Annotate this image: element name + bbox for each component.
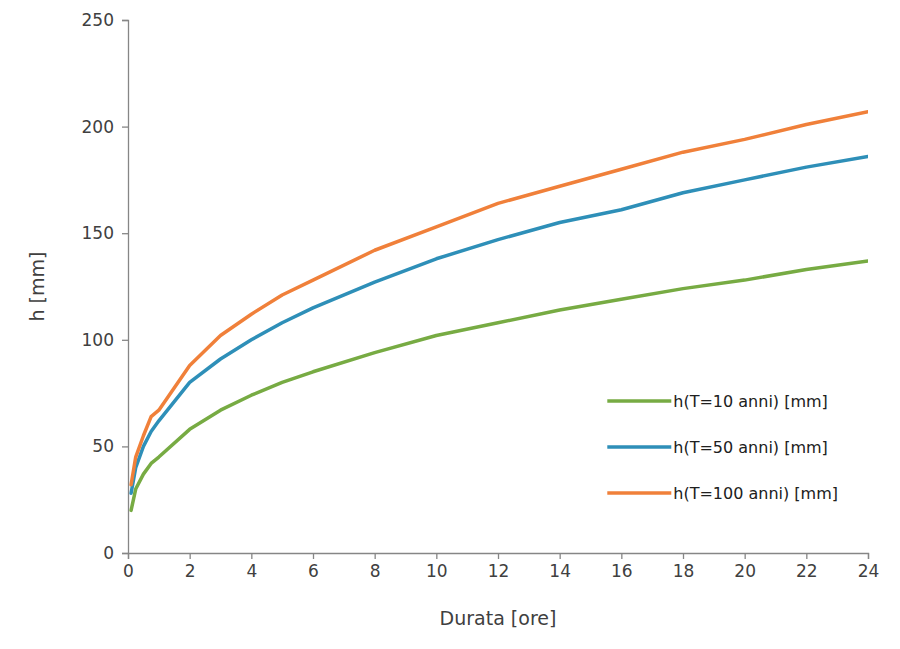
y-axis-line: [122, 21, 129, 554]
x-tick-label: 22: [796, 561, 818, 581]
y-tick-label: 100: [82, 330, 114, 350]
y-tick-mark: [122, 446, 128, 447]
y-tick-mark: [122, 20, 128, 21]
x-tick-label: 2: [185, 561, 196, 581]
legend-item: h(T=100 anni) [mm]: [607, 484, 838, 503]
x-tick: 10: [426, 553, 448, 581]
y-tick-mark: [122, 126, 128, 127]
x-axis: 024681012141618202224: [123, 553, 879, 581]
y-tick-label: 200: [82, 117, 114, 137]
x-tick-label: 0: [123, 561, 134, 581]
legend-item: h(T=50 anni) [mm]: [607, 438, 828, 457]
x-tick-mark: [560, 553, 561, 559]
x-tick-label: 10: [426, 561, 448, 581]
x-tick-mark: [498, 553, 499, 559]
x-tick-mark: [868, 553, 869, 559]
x-tick: 0: [123, 553, 134, 581]
x-tick: 12: [488, 553, 510, 581]
x-tick-label: 6: [308, 561, 319, 581]
chart: 024681012141618202224050100150200250Dura…: [0, 0, 900, 649]
x-tick-label: 16: [611, 561, 633, 581]
x-tick: 24: [858, 553, 880, 581]
x-tick: 22: [796, 553, 818, 581]
x-tick-label: 20: [734, 561, 756, 581]
y-axis: 0 50 100 150 200 250: [82, 10, 129, 563]
legend: h(T=10 anni) [mm] h(T=50 anni) [mm] h(T=10…: [607, 392, 838, 503]
x-tick-mark: [251, 553, 252, 559]
x-tick-mark: [313, 553, 314, 559]
y-axis-title: h [mm]: [26, 252, 48, 322]
series-line: [131, 261, 868, 510]
x-tick-mark: [806, 553, 807, 559]
x-tick-mark: [190, 553, 191, 559]
x-tick: 20: [734, 553, 756, 581]
legend-swatch: [607, 491, 671, 495]
y-tick: 0: [103, 543, 128, 563]
series-group: [131, 112, 868, 511]
y-tick: 50: [92, 436, 128, 456]
x-tick-label: 8: [370, 561, 381, 581]
x-axis-line: [129, 554, 869, 560]
y-tick-label: 0: [103, 543, 114, 563]
x-axis-title: Durata [ore]: [440, 607, 557, 629]
x-tick: 6: [308, 553, 319, 581]
y-tick: 150: [82, 223, 128, 243]
x-tick: 14: [549, 553, 571, 581]
series-line: [131, 112, 868, 485]
x-tick-mark: [683, 553, 684, 559]
x-tick-mark: [436, 553, 437, 559]
y-tick: 100: [82, 330, 128, 350]
x-tick-mark: [375, 553, 376, 559]
legend-swatch: [607, 445, 671, 449]
y-tick-mark: [122, 340, 128, 341]
x-tick: 4: [246, 553, 257, 581]
x-tick: 2: [185, 553, 196, 581]
x-tick-label: 24: [858, 561, 880, 581]
legend-label: h(T=100 anni) [mm]: [673, 484, 838, 503]
y-tick: 200: [82, 117, 128, 137]
legend-item: h(T=10 anni) [mm]: [607, 392, 828, 411]
x-tick: 18: [673, 553, 695, 581]
y-tick-label: 50: [92, 436, 114, 456]
y-tick-mark: [122, 553, 128, 554]
y-tick-label: 150: [82, 223, 114, 243]
x-tick-label: 4: [246, 561, 257, 581]
x-tick-mark: [621, 553, 622, 559]
plot-area: 024681012141618202224050100150200250: [82, 10, 880, 581]
y-tick-mark: [122, 233, 128, 234]
y-tick: 250: [82, 10, 128, 30]
legend-swatch: [607, 399, 671, 403]
series-line: [131, 156, 868, 493]
y-tick-label: 250: [82, 10, 114, 30]
x-tick: 8: [370, 553, 381, 581]
x-tick-mark: [745, 553, 746, 559]
legend-label: h(T=50 anni) [mm]: [673, 438, 828, 457]
legend-label: h(T=10 anni) [mm]: [673, 392, 828, 411]
x-tick-label: 18: [673, 561, 695, 581]
x-tick-label: 14: [549, 561, 571, 581]
x-tick-label: 12: [488, 561, 510, 581]
x-tick: 16: [611, 553, 633, 581]
